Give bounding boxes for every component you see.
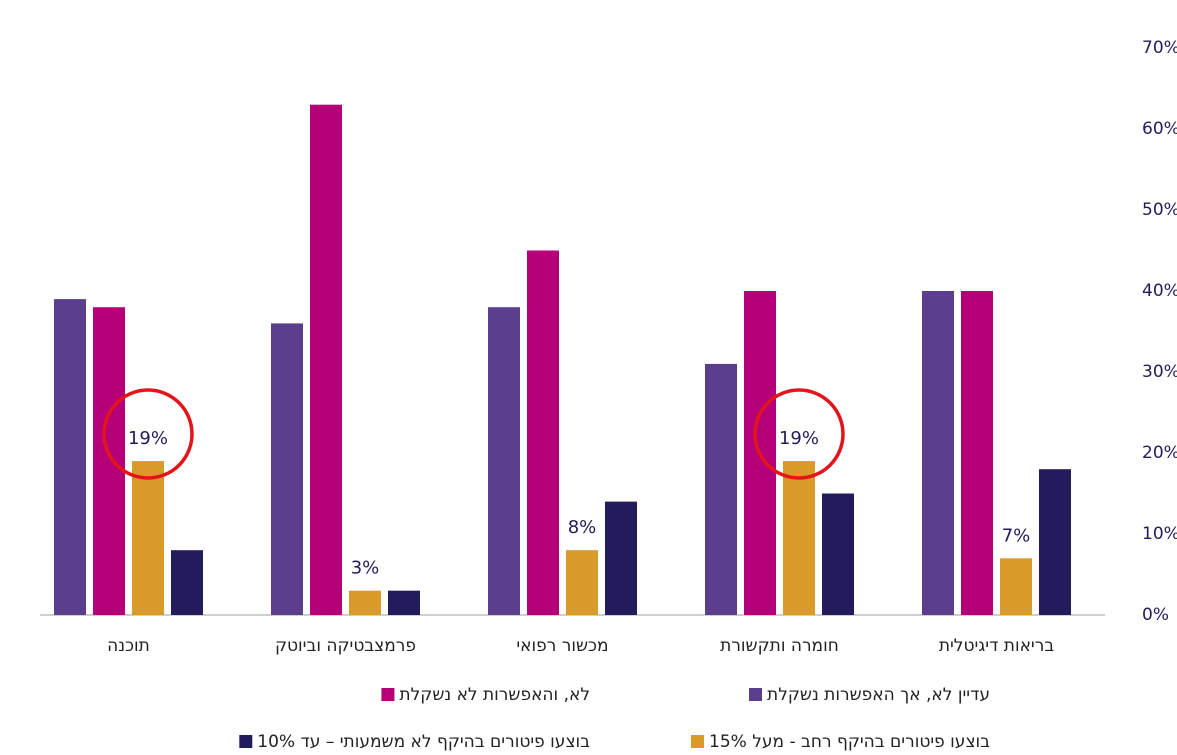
bar xyxy=(527,250,559,615)
legend-label: לא, והאפשרות לא נשקלת xyxy=(399,685,590,705)
bar xyxy=(132,461,164,615)
value-label: 19% xyxy=(128,428,168,449)
bar xyxy=(605,501,637,615)
bar xyxy=(822,493,854,615)
y-tick-label: 70% xyxy=(1142,38,1177,58)
bar xyxy=(388,590,420,615)
bar xyxy=(961,291,993,615)
bar xyxy=(93,307,125,615)
bar xyxy=(54,299,86,615)
value-label: 19% xyxy=(779,428,819,449)
y-tick-label: 50% xyxy=(1142,200,1177,220)
bar xyxy=(171,550,203,615)
bar xyxy=(705,363,737,615)
y-tick-label: 20% xyxy=(1142,443,1177,463)
bar xyxy=(566,550,598,615)
x-tick-label: תוכנה xyxy=(107,636,150,656)
x-tick-label: חומרה ותקשורת xyxy=(720,636,839,656)
y-tick-label: 10% xyxy=(1142,524,1177,544)
bar xyxy=(271,323,303,615)
bar xyxy=(310,104,342,615)
bar xyxy=(488,307,520,615)
legend-swatch xyxy=(239,735,253,748)
value-label: 3% xyxy=(351,558,380,579)
x-tick-label: פרמצבטיקה וביוטק xyxy=(275,636,416,656)
bar xyxy=(349,590,381,615)
bar xyxy=(1039,469,1071,615)
value-label: 8% xyxy=(568,517,597,538)
legend-label: בוצעו פיטורים בהיקף לא משמעותי – עד 10% xyxy=(257,732,590,752)
legend-swatch xyxy=(381,688,395,701)
legend-swatch xyxy=(749,688,763,701)
bar xyxy=(922,291,954,615)
bar xyxy=(1000,558,1032,615)
x-tick-label: מכשור רפואי xyxy=(516,636,608,656)
highlight-circle xyxy=(102,388,194,480)
value-label: 7% xyxy=(1002,525,1031,546)
legend-label: עדיין לא, אך האפשרות נשקלת xyxy=(767,685,990,705)
highlight-circle xyxy=(753,388,845,480)
y-tick-label: 60% xyxy=(1142,119,1177,139)
x-tick-label: בריאות דיגיטלית xyxy=(939,636,1055,656)
y-tick-label: 40% xyxy=(1142,281,1177,301)
legend-label: בוצעו פיטורים בהיקף רחב - מעל 15% xyxy=(709,732,990,752)
y-tick-label: 0% xyxy=(1142,605,1169,625)
bar xyxy=(783,461,815,615)
legend-swatch xyxy=(691,735,705,748)
y-tick-label: 30% xyxy=(1142,362,1177,382)
